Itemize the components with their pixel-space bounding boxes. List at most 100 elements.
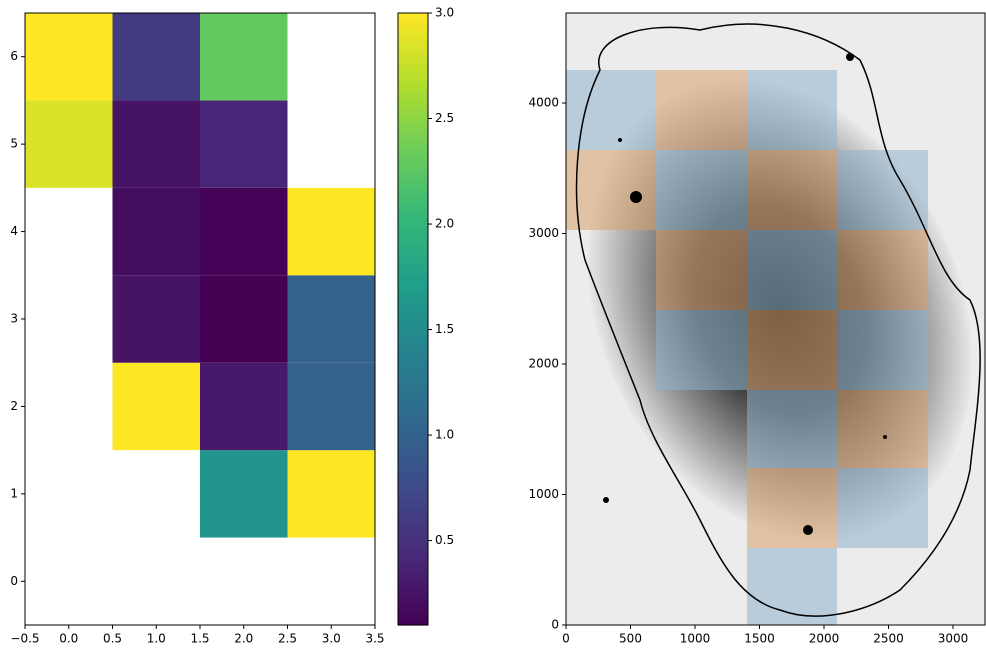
- colorbar-gradient: [398, 359, 428, 366]
- colorbar-gradient: [398, 472, 428, 478]
- colorbar-gradient: [398, 599, 428, 606]
- colorbar-gradient: [398, 89, 428, 96]
- colorbar-gradient: [398, 385, 428, 391]
- colorbar-gradient: [398, 135, 428, 142]
- colorbar-gradient: [398, 410, 428, 417]
- colorbar-gradient: [398, 150, 428, 157]
- x-tick-label: 3.0: [322, 632, 341, 646]
- colorbar-gradient: [398, 206, 428, 213]
- colorbar-gradient: [398, 211, 428, 218]
- x-tick-label: 1.0: [147, 632, 166, 646]
- colorbar-gradient: [398, 502, 428, 509]
- colorbar-gradient: [398, 109, 428, 116]
- colorbar-gradient: [398, 303, 428, 310]
- x-tick-label: 2.5: [278, 632, 297, 646]
- x-tick-label: 2000: [809, 632, 840, 646]
- colorbar-gradient: [398, 334, 428, 340]
- heat-cell: [112, 362, 200, 451]
- colorbar-tick-label: 0.5: [435, 533, 454, 547]
- x-tick-label: 3.5: [365, 632, 384, 646]
- colorbar-gradient: [398, 33, 428, 40]
- heat-cell: [200, 100, 288, 188]
- colorbar-gradient: [398, 400, 428, 407]
- colorbar-gradient: [398, 13, 428, 19]
- colorbar-gradient: [398, 278, 428, 284]
- colorbar-gradient: [398, 344, 428, 351]
- colorbar-gradient: [398, 609, 428, 616]
- colorbar-gradient: [398, 497, 428, 504]
- colorbar-gradient: [398, 517, 428, 524]
- colorbar-gradient: [398, 69, 428, 75]
- colorbar-gradient: [398, 563, 428, 570]
- colorbar-gradient: [398, 619, 428, 626]
- colorbar-tick-label: 1.5: [435, 322, 454, 336]
- colorbar-gradient: [398, 28, 428, 34]
- x-tick-label: 2500: [873, 632, 904, 646]
- colorbar-gradient: [398, 196, 428, 203]
- colorbar-gradient: [398, 487, 428, 493]
- colorbar-gradient: [398, 48, 428, 55]
- colorbar-gradient: [398, 313, 428, 320]
- colorbar-gradient: [398, 589, 428, 595]
- colorbar-gradient: [398, 166, 428, 172]
- colorbar-gradient: [398, 395, 428, 402]
- colorbar-gradient: [398, 53, 428, 60]
- heat-cell: [200, 187, 288, 276]
- y-tick-label: 1000: [528, 487, 559, 501]
- colorbar-gradient: [398, 477, 428, 483]
- colorbar-gradient: [398, 125, 428, 131]
- colorbar-gradient: [398, 507, 428, 514]
- colorbar-gradient: [398, 568, 428, 575]
- colorbar-gradient: [398, 232, 428, 238]
- heat-cell: [112, 275, 200, 363]
- x-tick-label: 1000: [680, 632, 711, 646]
- colorbar-gradient: [398, 466, 428, 473]
- colorbar-gradient: [398, 370, 428, 376]
- colorbar-tick-label: 2.5: [435, 111, 454, 125]
- colorbar-gradient: [398, 308, 428, 315]
- colorbar-gradient: [398, 130, 428, 136]
- colorbar-gradient: [398, 84, 428, 91]
- colorbar-gradient: [398, 38, 428, 45]
- colorbar-gradient: [398, 257, 428, 264]
- axes-frame: [565, 12, 986, 626]
- colorbar-gradient: [398, 115, 428, 121]
- colorbar-gradient: [398, 176, 428, 182]
- colorbar-gradient: [398, 145, 428, 152]
- heat-cell: [25, 13, 113, 101]
- colorbar-gradient: [398, 604, 428, 611]
- heat-cell: [287, 450, 375, 538]
- heat-cell: [287, 362, 375, 451]
- y-tick-label: 1: [10, 486, 18, 500]
- x-tick-label: 0.0: [59, 632, 78, 646]
- heat-cell: [25, 100, 113, 188]
- colorbar-gradient: [398, 614, 428, 621]
- x-tick-label: 1.5: [190, 632, 209, 646]
- colorbar-gradient: [398, 329, 428, 335]
- x-tick-label: 0.5: [103, 632, 122, 646]
- heat-cell: [112, 187, 200, 276]
- x-tick-label: 3000: [938, 632, 969, 646]
- colorbar-gradient: [398, 43, 428, 50]
- colorbar-gradient: [398, 222, 428, 228]
- heat-cell: [200, 275, 288, 363]
- colorbar-gradient: [398, 451, 428, 458]
- colorbar-gradient: [398, 288, 428, 295]
- colorbar-gradient: [398, 528, 428, 534]
- colorbar-gradient: [398, 160, 428, 167]
- x-tick-label: 2.0: [234, 632, 253, 646]
- y-tick-label: 0: [10, 574, 18, 588]
- colorbar-gradient: [398, 441, 428, 448]
- colorbar-gradient: [398, 426, 428, 432]
- colorbar-gradient: [398, 283, 428, 289]
- colorbar-gradient: [398, 191, 428, 198]
- y-tick-label: 4: [10, 224, 18, 238]
- colorbar-gradient: [398, 538, 428, 544]
- heat-cell: [287, 187, 375, 276]
- axes-frame: [24, 12, 376, 626]
- colorbar-gradient: [398, 293, 428, 300]
- heat-cell: [200, 13, 288, 101]
- heat-cell: [112, 13, 200, 101]
- colorbar-gradient: [398, 543, 428, 550]
